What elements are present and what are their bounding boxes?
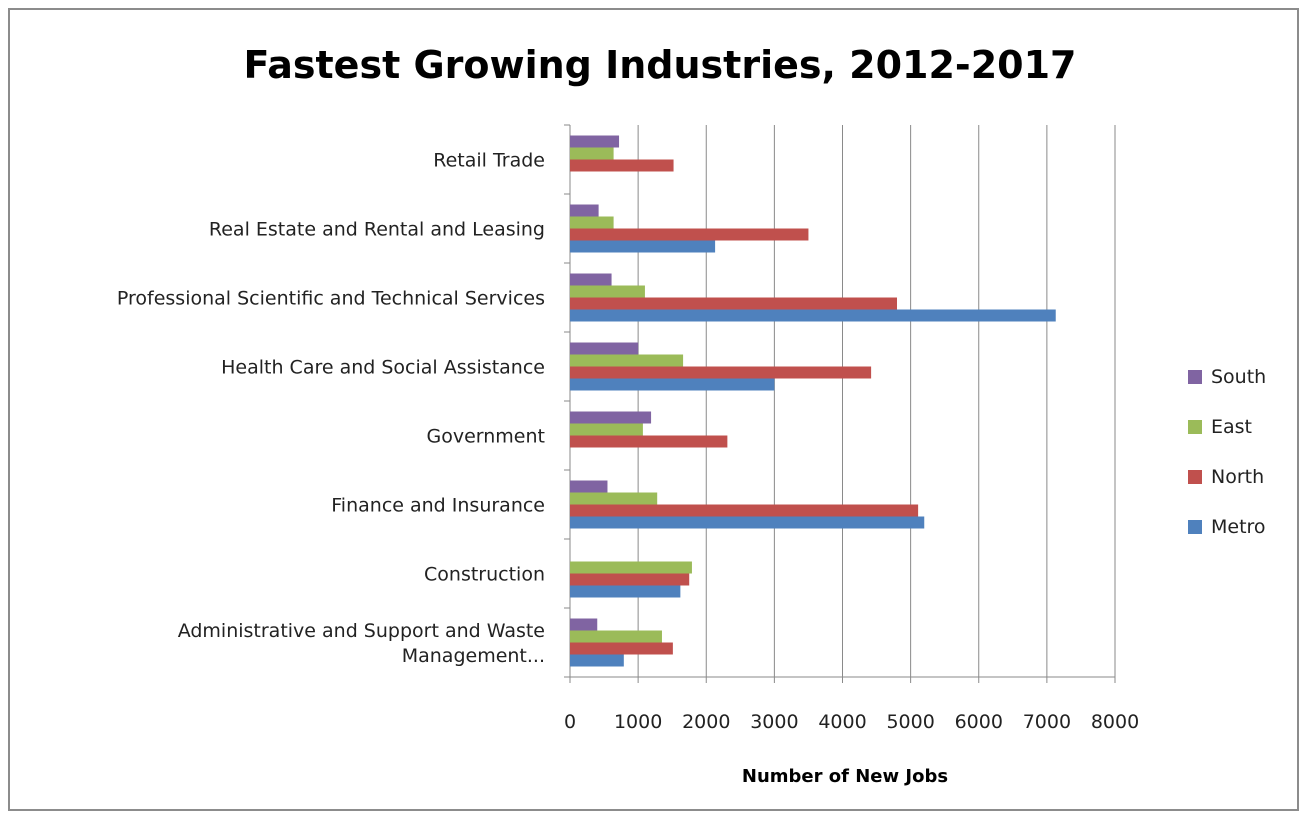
bar-metro: [570, 240, 716, 253]
bar-east: [570, 354, 684, 367]
bar-metro: [570, 654, 624, 667]
bar-east: [570, 285, 645, 298]
bar-south: [570, 135, 620, 148]
category-label: Real Estate and Rental and Leasing: [209, 219, 545, 241]
legend-swatch-north: [1188, 470, 1202, 484]
x-tick-label: 5000: [886, 711, 934, 733]
x-tick-label: 4000: [818, 711, 866, 733]
category-label: Construction: [424, 564, 545, 586]
bar-north: [570, 366, 872, 379]
legend-label-south: South: [1211, 366, 1266, 388]
x-tick-label: 3000: [750, 711, 798, 733]
legend-label-metro: Metro: [1211, 516, 1266, 538]
bar-south: [570, 204, 599, 217]
legend-label-north: North: [1211, 466, 1264, 488]
bar-east: [570, 492, 658, 505]
bar-metro: [570, 516, 925, 529]
bar-east: [570, 630, 662, 643]
category-label: Government: [427, 426, 546, 448]
bar-metro: [570, 309, 1056, 322]
bar-east: [570, 423, 643, 436]
x-tick-label: 7000: [1023, 711, 1071, 733]
chart-title: Fastest Growing Industries, 2012-2017: [244, 43, 1077, 87]
plot-area: 0 1000 2000 3000 4000 5000 6000 7000 8000 Retail …: [117, 124, 1139, 733]
bar-south: [570, 618, 598, 631]
bar-north: [570, 159, 674, 172]
x-tick-label: 0: [564, 711, 576, 733]
bar-east: [570, 561, 692, 574]
bar-south: [570, 480, 608, 493]
x-tick-label: 8000: [1091, 711, 1139, 733]
bar-north: [570, 504, 919, 517]
x-tick-label: 1000: [614, 711, 662, 733]
x-tick-label: 2000: [682, 711, 730, 733]
category-label: Retail Trade: [433, 150, 545, 172]
category-label: Administrative and Support and Waste Mana…: [178, 620, 545, 667]
bar-east: [570, 216, 614, 229]
legend: South East North Metro: [1188, 366, 1266, 538]
x-tick-label: 6000: [955, 711, 1003, 733]
legend-label-east: East: [1211, 416, 1252, 438]
category-label: Professional Scientific and Technical Se…: [117, 288, 545, 310]
category-label: Finance and Insurance: [331, 495, 545, 517]
bar-east: [570, 147, 614, 160]
bar-south: [570, 273, 612, 286]
bar-metro: [570, 378, 775, 391]
legend-swatch-east: [1188, 420, 1202, 434]
bar-south: [570, 342, 639, 355]
bar-north: [570, 297, 897, 310]
bar-north: [570, 228, 809, 241]
x-axis-label: Number of New Jobs: [742, 766, 948, 787]
legend-swatch-metro: [1188, 520, 1202, 534]
bar-metro: [570, 585, 681, 598]
category-label: Health Care and Social Assistance: [221, 357, 545, 379]
bar-north: [570, 435, 728, 448]
bar-north: [570, 642, 673, 655]
bar-north: [570, 573, 690, 586]
legend-swatch-south: [1188, 370, 1202, 384]
bar-south: [570, 411, 652, 424]
